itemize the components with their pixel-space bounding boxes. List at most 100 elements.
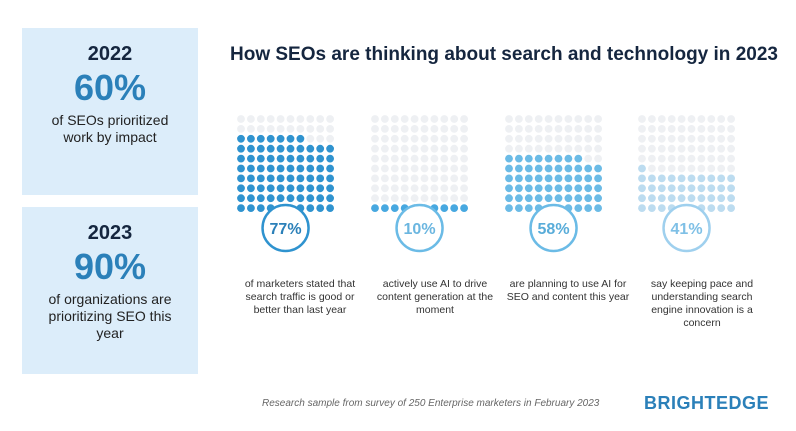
dot (460, 144, 468, 153)
dot (286, 115, 295, 123)
dot (594, 164, 602, 173)
percent-badge-2 (395, 203, 444, 253)
dot (256, 194, 265, 203)
dot (687, 134, 696, 143)
dot (306, 194, 315, 203)
brightedge-logo[interactable]: BRIGHTEDGE (644, 393, 770, 413)
dot (667, 184, 676, 193)
dot (687, 115, 696, 123)
dot (237, 134, 245, 143)
dot (574, 174, 583, 183)
dot (326, 124, 334, 133)
dot (515, 154, 523, 163)
dot (727, 115, 735, 123)
dot (544, 174, 553, 183)
dot (515, 164, 523, 173)
dot (390, 204, 399, 213)
dot (306, 174, 315, 183)
dot (697, 184, 706, 193)
dot (460, 134, 468, 143)
dot (410, 124, 419, 133)
dot (584, 124, 593, 133)
percent-label-3: 58% (538, 221, 570, 238)
dot (400, 115, 409, 123)
dot (677, 194, 686, 203)
dot (326, 194, 334, 203)
dot (326, 204, 334, 213)
dot (727, 204, 735, 213)
dot (266, 134, 275, 143)
dot (727, 154, 735, 163)
dot (505, 134, 513, 143)
dot (687, 194, 696, 203)
dot (381, 164, 389, 173)
dot (306, 115, 315, 123)
dot (296, 194, 305, 203)
dot (440, 204, 449, 213)
dot (505, 154, 513, 163)
dot (515, 134, 523, 143)
dot (677, 164, 686, 173)
dot (381, 194, 389, 203)
dot (707, 134, 716, 143)
dot (450, 124, 459, 133)
dot (534, 174, 543, 183)
dot (430, 184, 439, 193)
dot (584, 174, 593, 183)
dot (534, 144, 543, 153)
dot (657, 174, 666, 183)
dot (381, 115, 389, 123)
dot (687, 184, 696, 193)
dot (430, 134, 439, 143)
dot (276, 194, 285, 203)
dot (316, 115, 325, 123)
dot (657, 154, 666, 163)
dot (266, 184, 275, 193)
dot (717, 184, 726, 193)
dot (371, 164, 379, 173)
dot (727, 164, 735, 173)
dot (697, 154, 706, 163)
dot (306, 204, 315, 213)
dot (286, 154, 295, 163)
dot (657, 204, 666, 213)
dot (727, 144, 735, 153)
dot (276, 174, 285, 183)
dot (564, 174, 573, 183)
dot (450, 174, 459, 183)
dot (574, 194, 583, 203)
dot (584, 115, 593, 123)
dot (574, 115, 583, 123)
dot (420, 184, 429, 193)
dot (648, 164, 656, 173)
dot (574, 184, 583, 193)
dot (400, 124, 409, 133)
dot (594, 115, 602, 123)
dot (648, 154, 656, 163)
dot (584, 154, 593, 163)
dot (237, 154, 245, 163)
dot (584, 194, 593, 203)
dot (440, 184, 449, 193)
dot (638, 194, 646, 203)
stat-percent: 90% (73, 246, 147, 287)
dot (256, 184, 265, 193)
dot (326, 144, 334, 153)
dot (247, 134, 255, 143)
dot (400, 174, 409, 183)
dot (440, 134, 449, 143)
dot (638, 115, 646, 123)
dot (371, 174, 379, 183)
dot (430, 194, 439, 203)
footnote: Research sample from survey of 250 Enter… (262, 398, 600, 409)
dot (697, 134, 706, 143)
dot (544, 124, 553, 133)
dot (727, 194, 735, 203)
stat-description: of organizations are prioritizing SEO th… (48, 291, 172, 341)
dot (256, 174, 265, 183)
dot (276, 115, 285, 123)
dot (534, 124, 543, 133)
stat-percent: 60% (73, 67, 147, 108)
dot (381, 184, 389, 193)
